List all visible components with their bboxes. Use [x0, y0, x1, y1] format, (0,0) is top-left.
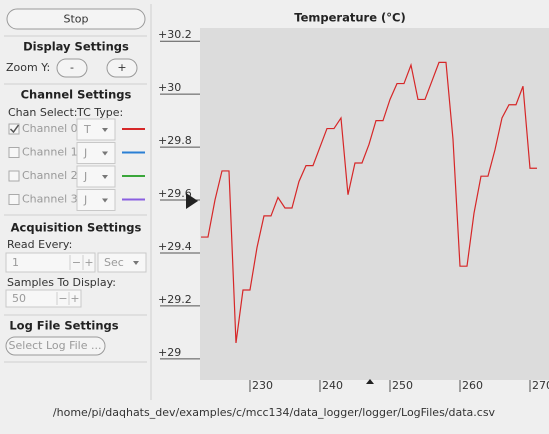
y-tick-label: +30 — [158, 81, 181, 94]
increment-button[interactable]: + — [70, 292, 79, 305]
checkbox[interactable] — [8, 123, 20, 135]
y-tick-label: +29.4 — [158, 240, 192, 253]
channel-list: Channel 0 T Channel 1 J Channel 2 J Channel 3 J — [8, 118, 145, 211]
axes: +29 +29.2 +29.4 +29.6 +29.8 +30 +30.2 230 240 250… — [158, 28, 549, 392]
channel-name: Channel 3 — [22, 193, 78, 206]
tc-dropdown[interactable] — [76, 142, 116, 164]
dropdown-arrow — [133, 261, 139, 265]
zoom-in-button[interactable] — [106, 58, 138, 78]
y-tick-label: +29 — [158, 346, 181, 359]
file-path: /home/pi/daqhats_dev/examples/c/mcc134/d… — [53, 406, 496, 419]
dropdown-arrow — [102, 151, 108, 156]
y-tick-label: +29.8 — [158, 134, 192, 147]
x-tick-label: 270 — [532, 379, 549, 392]
y-tick-label: +30.2 — [158, 28, 192, 41]
y-tick-label: +29.6 — [158, 187, 192, 200]
channel-name: Channel 0 — [22, 122, 78, 135]
zoom-out-button[interactable] — [56, 58, 88, 78]
column-label: TC Type: — [76, 106, 123, 119]
zoom-out-label: - — [70, 61, 74, 74]
select-log-label: Select Log File ... — [9, 339, 102, 352]
channel-name: Channel 2 — [22, 169, 78, 182]
tc-value: J — [83, 194, 87, 207]
y-tick-label: +29.2 — [158, 293, 192, 306]
decrement-button[interactable]: − — [72, 256, 81, 269]
tc-value: J — [83, 147, 87, 160]
tc-dropdown[interactable] — [76, 165, 116, 188]
x-tick-label: 250 — [392, 379, 413, 392]
spinbox-value: 1 — [12, 256, 19, 269]
dropdown-arrow — [102, 175, 108, 179]
field-label: Read Every: — [7, 238, 72, 251]
x-tick-label: 240 — [322, 379, 343, 392]
select-log-button[interactable] — [5, 336, 106, 356]
zoom-in-label: + — [117, 61, 126, 74]
field-label: Samples To Display: — [7, 276, 116, 289]
section-title: Channel Settings — [21, 88, 132, 102]
tc-dropdown[interactable] — [76, 118, 116, 141]
tc-value: T — [83, 123, 91, 136]
x-tick-label: 230 — [252, 379, 273, 392]
dropdown-arrow — [102, 128, 108, 132]
x-tick-label: 260 — [462, 379, 483, 392]
stop-button[interactable] — [6, 8, 146, 30]
checkbox[interactable] — [8, 147, 20, 158]
tc-value: J — [83, 170, 87, 183]
section-title: Acquisition Settings — [11, 221, 142, 235]
samples-spinbox[interactable] — [5, 289, 82, 308]
x-scroll-marker — [366, 379, 374, 384]
decrement-button[interactable]: − — [58, 292, 67, 305]
section-title: Display Settings — [23, 40, 129, 54]
dropdown-arrow — [102, 198, 108, 203]
checkmark — [9, 124, 20, 134]
unit-dropdown[interactable] — [97, 252, 147, 273]
column-label: Chan Select: — [8, 106, 78, 119]
read-every-spinbox[interactable] — [5, 252, 96, 273]
spinbox-value: 50 — [12, 292, 26, 305]
unit-value: Sec — [104, 256, 124, 269]
plot-area — [200, 28, 549, 380]
section-title: Log File Settings — [9, 319, 118, 333]
series-line — [200, 61, 537, 344]
chart-title: Temperature (°C) — [294, 11, 405, 25]
checkbox[interactable] — [8, 194, 20, 205]
stop-label: Stop — [63, 13, 88, 26]
y-scroll-marker — [186, 193, 198, 209]
zoom-label: Zoom Y: — [6, 61, 50, 74]
channel-name: Channel 1 — [22, 146, 78, 159]
checkbox[interactable] — [8, 170, 20, 182]
increment-button[interactable]: + — [84, 256, 93, 269]
tc-dropdown[interactable] — [76, 189, 116, 211]
